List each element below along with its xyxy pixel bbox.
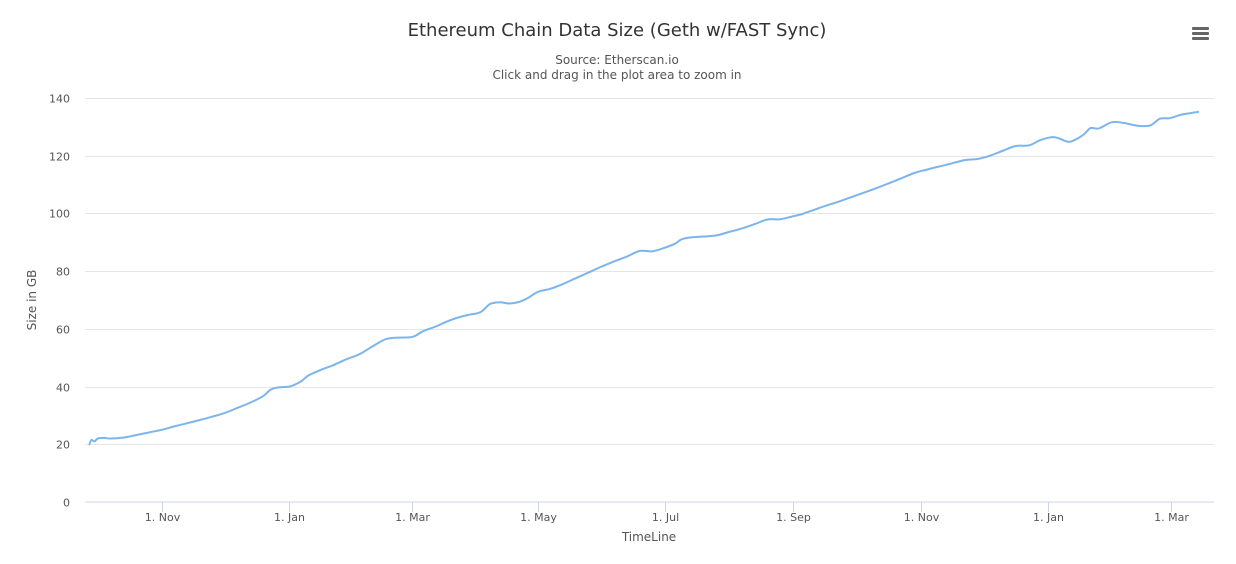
grid-lines <box>85 98 1214 445</box>
y-axis-ticks: 0 20 40 60 80 100 120 140 <box>49 93 70 510</box>
x-axis-title: TimeLine <box>621 530 676 544</box>
x-tick-label: 1. Sep <box>776 511 811 524</box>
hamburger-menu-icon[interactable] <box>1189 22 1213 44</box>
x-tick-label: 1. Nov <box>904 511 940 524</box>
y-tick-label: 80 <box>56 266 70 279</box>
x-tick-label: 1. Nov <box>145 511 181 524</box>
x-axis-ticks: 1. Nov 1. Jan 1. Mar 1. May 1. Jul 1. Sep 1. N… <box>145 502 1189 524</box>
x-tick-label: 1. May <box>520 511 557 524</box>
series-line-chain-data-size[interactable] <box>88 110 1200 446</box>
chart-subtitle-zoom-hint: Click and drag in the plot area to zoom … <box>492 68 741 82</box>
y-axis-title: Size in GB <box>25 270 39 331</box>
series-layer <box>88 110 1200 446</box>
y-tick-label: 40 <box>56 382 70 395</box>
y-tick-label: 60 <box>56 324 70 337</box>
y-tick-label: 120 <box>49 151 70 164</box>
y-tick-label: 140 <box>49 93 70 106</box>
y-tick-label: 0 <box>63 497 70 510</box>
x-tick-label: 1. Mar <box>1154 511 1189 524</box>
y-tick-label: 20 <box>56 439 70 452</box>
chart-subtitle-source: Source: Etherscan.io <box>555 53 679 67</box>
chart-title: Ethereum Chain Data Size (Geth w/FAST Sy… <box>408 20 827 41</box>
y-tick-label: 100 <box>49 208 70 221</box>
x-tick-label: 1. Jan <box>1033 511 1064 524</box>
x-tick-label: 1. Jan <box>274 511 305 524</box>
x-tick-label: 1. Jul <box>652 511 679 524</box>
x-tick-label: 1. Mar <box>395 511 430 524</box>
